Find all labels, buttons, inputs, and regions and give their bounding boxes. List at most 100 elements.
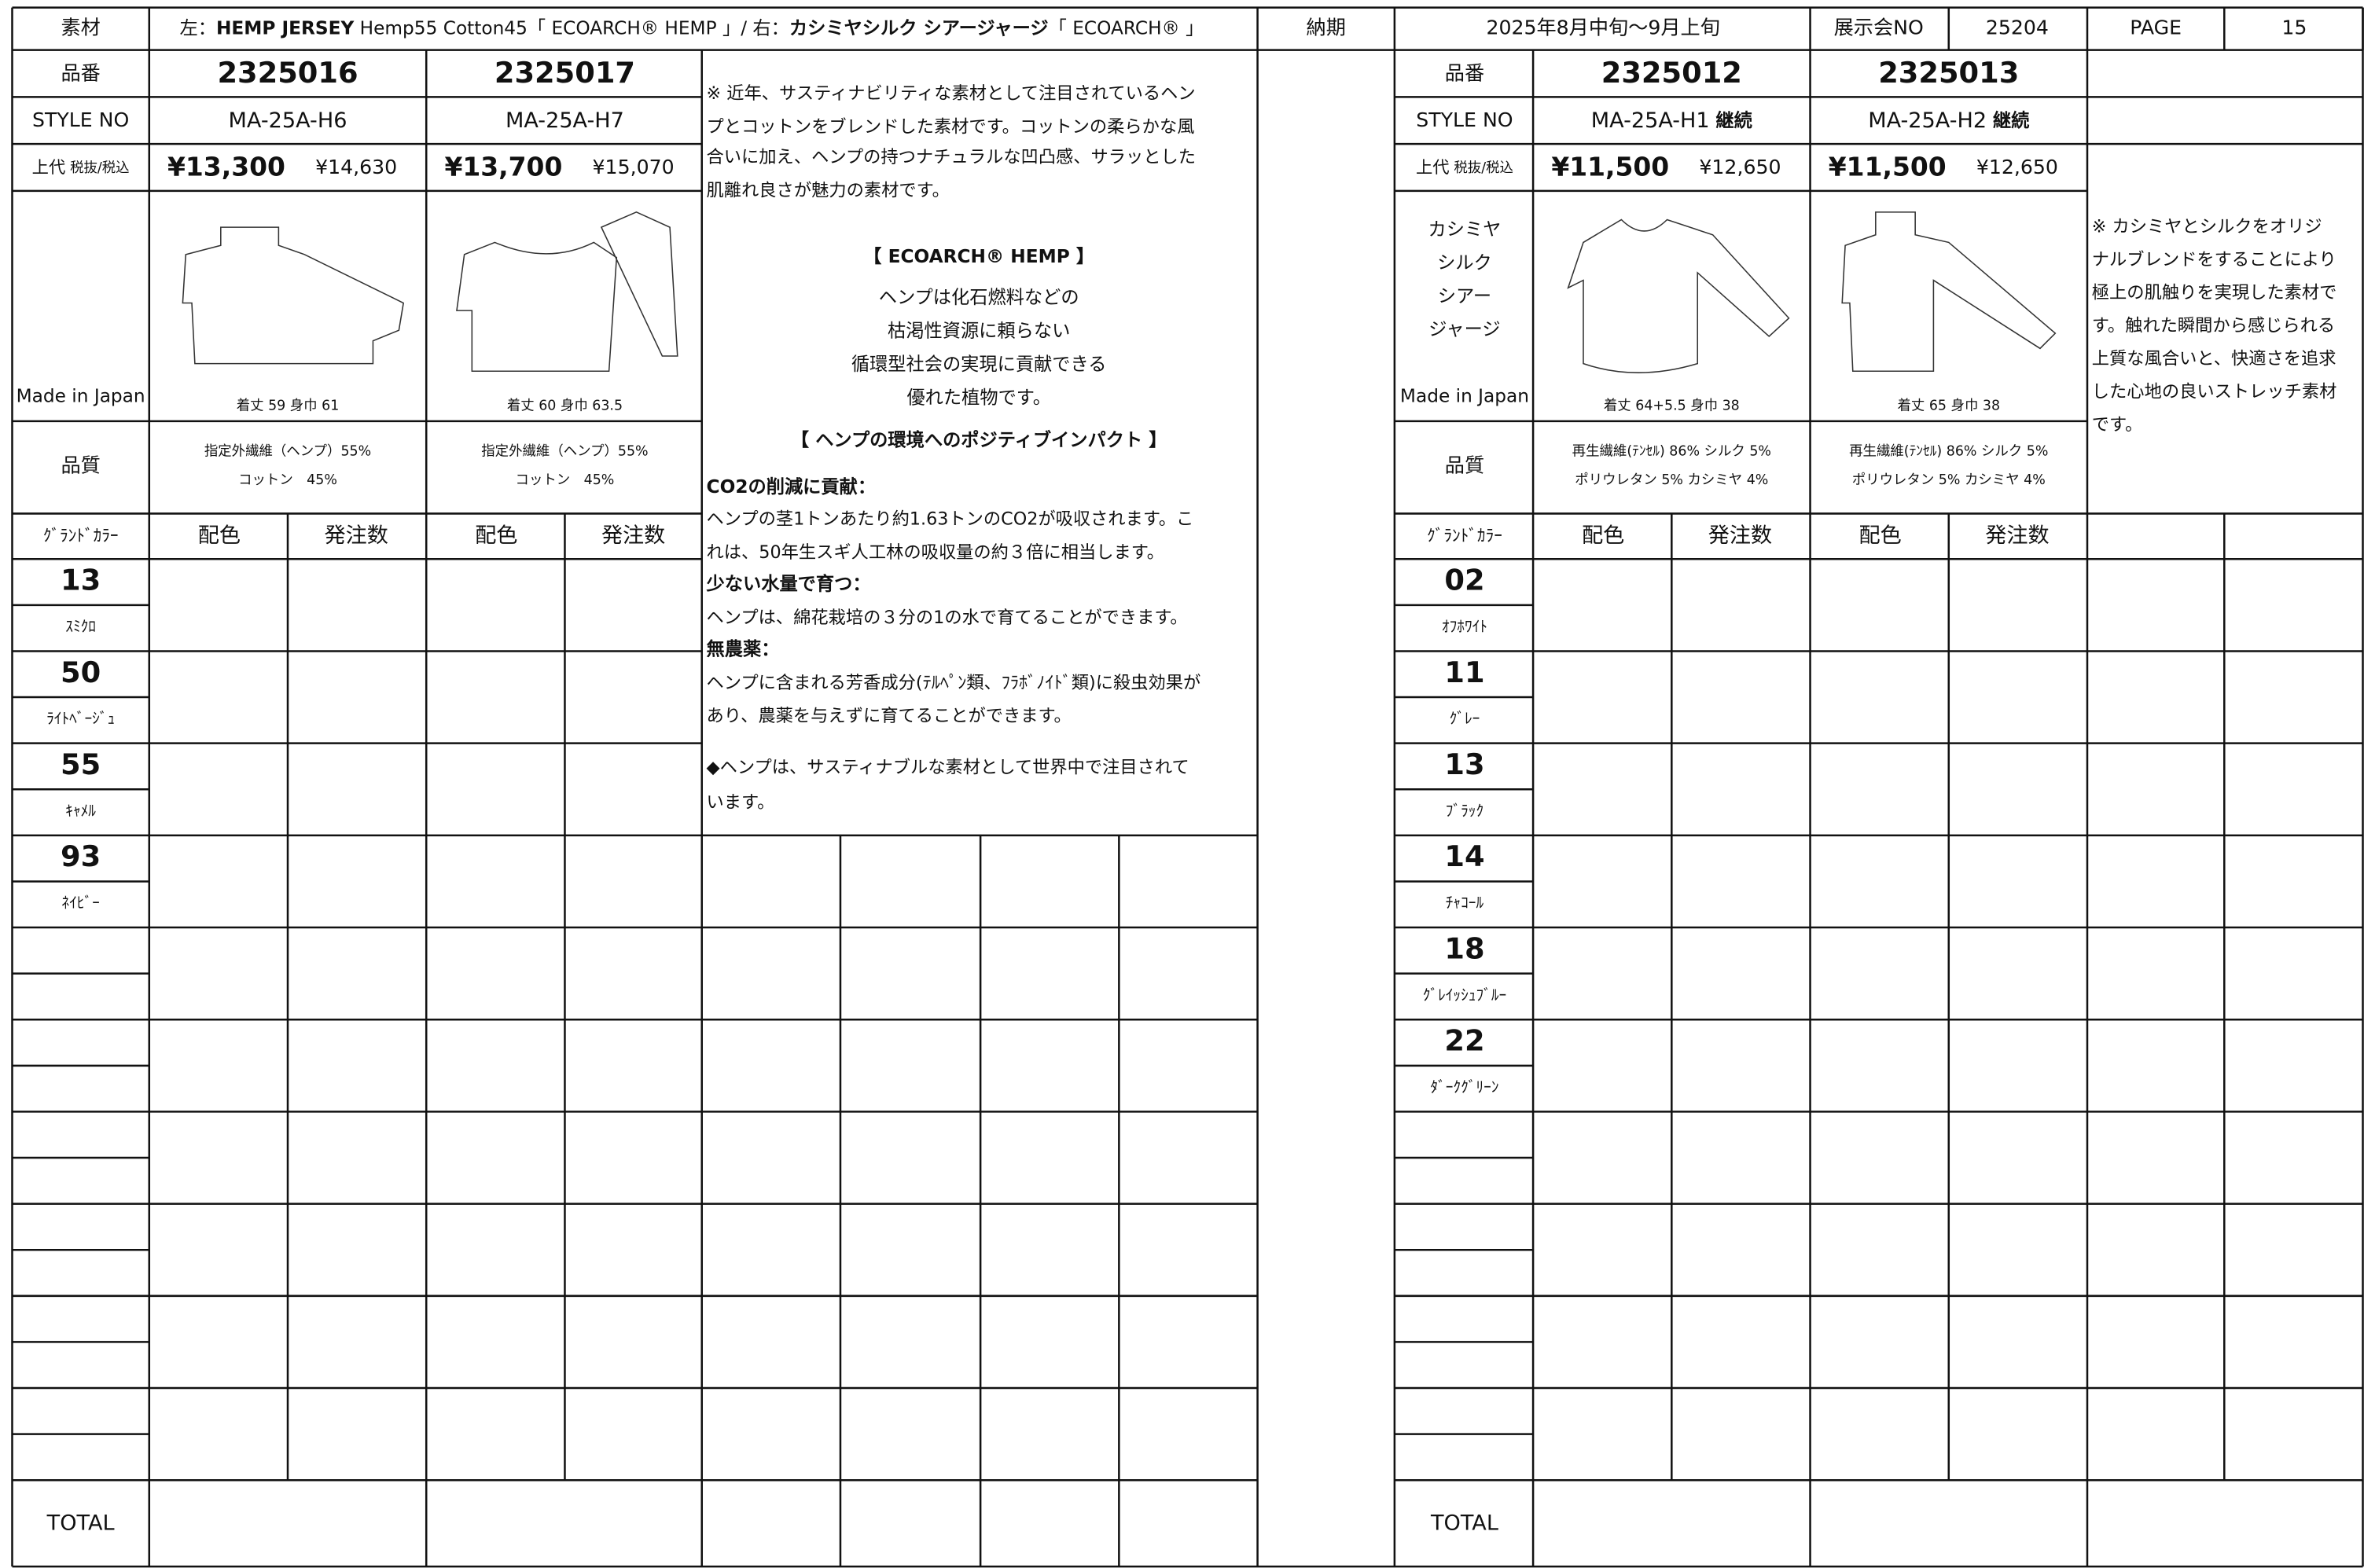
cell-text: ﾗｲﾄﾍﾞｰｼﾞｭ (46, 710, 115, 728)
style-no-part: MA-25A-H1 (1591, 108, 1710, 133)
cell-text: 品番 (61, 61, 100, 84)
cell-text: 指定外繊維（ヘンプ）55% (204, 443, 371, 459)
price-label-part: 税抜/税込 (1454, 160, 1513, 176)
cell-text: プとコットンをブレンドした素材です。コットンの柔らかな風 (707, 116, 1195, 137)
cell-text: 再生繊維(ﾃﾝｾﾙ) 86% シルク 5% (1849, 443, 2048, 459)
cell-text: ¥15,070 (593, 156, 675, 178)
cell-text: 無農薬： (707, 638, 780, 659)
style-status: 継続 (1715, 110, 1752, 131)
cell-text: した心地の良いストレッチ素材 (2092, 382, 2337, 402)
cell-text: ¥13,300 (167, 152, 285, 182)
cell-text: 優れた植物です。 (906, 387, 1050, 408)
cell-text: ﾀﾞｰｸｸﾞﾘｰﾝ (1430, 1078, 1498, 1096)
cell-text: 納期 (1307, 17, 1346, 39)
cell-text: 着丈 60 身巾 63.5 (507, 398, 623, 414)
cell-text: コットン 45% (516, 472, 615, 488)
cell-text: 93 (61, 839, 101, 873)
cell-text: ｸﾞﾚｰ (1450, 710, 1480, 728)
material-part: 左： (180, 17, 216, 39)
cell-text: 品質 (1445, 454, 1484, 477)
style-no-part: MA-25A-H7 (506, 108, 624, 133)
cell-text: ¥13,700 (444, 152, 562, 182)
cell-text: ﾁｬｺｰﾙ (1446, 894, 1484, 912)
cell-text: 【 ECOARCH® HEMP 】 (863, 246, 1094, 267)
cell-text: ヘンプは化石燃料などの (879, 287, 1079, 308)
price-label: 上代 税抜/税込 (32, 158, 130, 178)
price-label-part: 上代 (1416, 158, 1450, 178)
style-no-part: MA-25A-H2 (1868, 108, 1987, 133)
cell-text: ﾈｲﾋﾞｰ (61, 894, 99, 912)
sketch (1567, 218, 1790, 373)
material-text: 左：HEMP JERSEY Hemp55 Cotton45「 ECOARCH® … (180, 17, 1204, 39)
cell-text: PAGE (2130, 17, 2182, 39)
cell-text: 18 (1444, 932, 1484, 966)
cell-text: 着丈 59 身巾 61 (237, 398, 340, 414)
material-part: カシミヤシルク シアージャージ (789, 17, 1049, 39)
cell-text: シルク (1437, 252, 1492, 274)
cell-text: ナルブレンドをすることにより (2092, 250, 2336, 270)
cell-text: 22 (1444, 1024, 1484, 1058)
price-label-part: 税抜/税込 (70, 160, 130, 176)
cell-text: 品番 (1445, 61, 1484, 84)
style-no: MA-25A-H6 (229, 108, 347, 133)
material-part: 「 ECOARCH® 」 (1049, 17, 1204, 39)
cell-text: ¥11,500 (1551, 152, 1669, 182)
cell-text: 発注数 (601, 523, 665, 548)
cell-text: Made in Japan (1400, 386, 1529, 407)
cell-text: れは、50年生スギ人工林の吸収量の約３倍に相当します。 (707, 542, 1164, 563)
cell-text: 15 (2281, 17, 2307, 39)
cell-text: 発注数 (1985, 523, 2049, 548)
cell-text: です。 (2092, 415, 2143, 435)
cell-text: 11 (1444, 655, 1484, 689)
sketch (456, 211, 678, 373)
cell-text: ¥11,500 (1829, 152, 1947, 182)
cell-text: あり、農薬を与えずに育てることができます。 (707, 706, 1072, 726)
cell-text: 2325016 (217, 56, 358, 90)
price-label-part: 上代 (32, 158, 66, 178)
cell-text: 展示会NO (1834, 17, 1924, 39)
cell-text: 配色 (475, 523, 517, 548)
cell-text: ¥12,650 (1699, 156, 1781, 178)
cell-text: 着丈 65 身巾 38 (1897, 398, 2000, 414)
cell-text: CO2の削減に貢献： (707, 476, 877, 498)
cell-text: 配色 (1582, 523, 1624, 548)
cell-text: STYLE NO (32, 108, 129, 131)
cell-text: 25204 (1986, 17, 2049, 39)
cell-text: 13 (1444, 747, 1484, 781)
style-status: 継続 (1993, 110, 2029, 131)
cell-text: Made in Japan (17, 386, 145, 407)
cell-text: す。触れた瞬間から感じられる (2092, 316, 2335, 336)
cell-text: ポリウレタン 5% カシミヤ 4% (1575, 472, 1768, 488)
cell-text: ﾌﾞﾗｯｸ (1446, 802, 1483, 820)
cell-text: 素材 (61, 17, 100, 39)
style-no: MA-25A-H7 (506, 108, 624, 133)
cell-text: ヘンプに含まれる芳香成分(ﾃﾙﾍﾟﾝ類、ﾌﾗﾎﾞﾉｲﾄﾞ類)に殺虫効果が (707, 673, 1201, 693)
cell-text: 上質な風合いと、快適さを追求 (2092, 349, 2336, 369)
cell-text: 指定外繊維（ヘンプ）55% (481, 443, 648, 459)
cell-text: ポリウレタン 5% カシミヤ 4% (1852, 472, 2046, 488)
material-part: Hemp55 Cotton45「 ECOARCH® HEMP 」/ 右： (354, 17, 789, 39)
cell-text: ｽﾐｸﾛ (65, 618, 96, 636)
cell-text: 発注数 (325, 523, 388, 548)
cell-text: 発注数 (1708, 523, 1772, 548)
cell-text: 2025年8月中旬〜9月上旬 (1486, 17, 1719, 39)
cell-text: 着丈 64+5.5 身巾 38 (1604, 398, 1740, 414)
grid (11, 6, 2364, 1568)
texts: 素材 左：HEMP JERSEY Hemp55 Cotton45「 ECOARCH… (17, 17, 2337, 1536)
cell-text: コットン 45% (238, 472, 337, 488)
cell-text: ヘンプは、綿花栽培の３分の1の水で育てることができます。 (707, 608, 1188, 628)
cell-text: ヘンプの茎1トンあたり約1.63トンのCO2が吸収されます。こ (707, 509, 1194, 530)
cell-text: 2325013 (1878, 56, 2019, 90)
cell-text: 14 (1444, 839, 1484, 873)
cell-text: ※ 近年、サスティナビリティな素材として注目されているヘン (707, 83, 1196, 104)
cell-text: 肌離れ良さが魅力の素材です。 (707, 180, 950, 200)
material-part: HEMP JERSEY (216, 17, 355, 39)
cell-text: 55 (61, 747, 101, 781)
cell-text: 配色 (198, 523, 241, 548)
cell-text: ¥14,630 (315, 156, 397, 178)
cell-text: カシミヤ (1428, 219, 1501, 241)
cell-text: 2325012 (1601, 56, 1742, 90)
